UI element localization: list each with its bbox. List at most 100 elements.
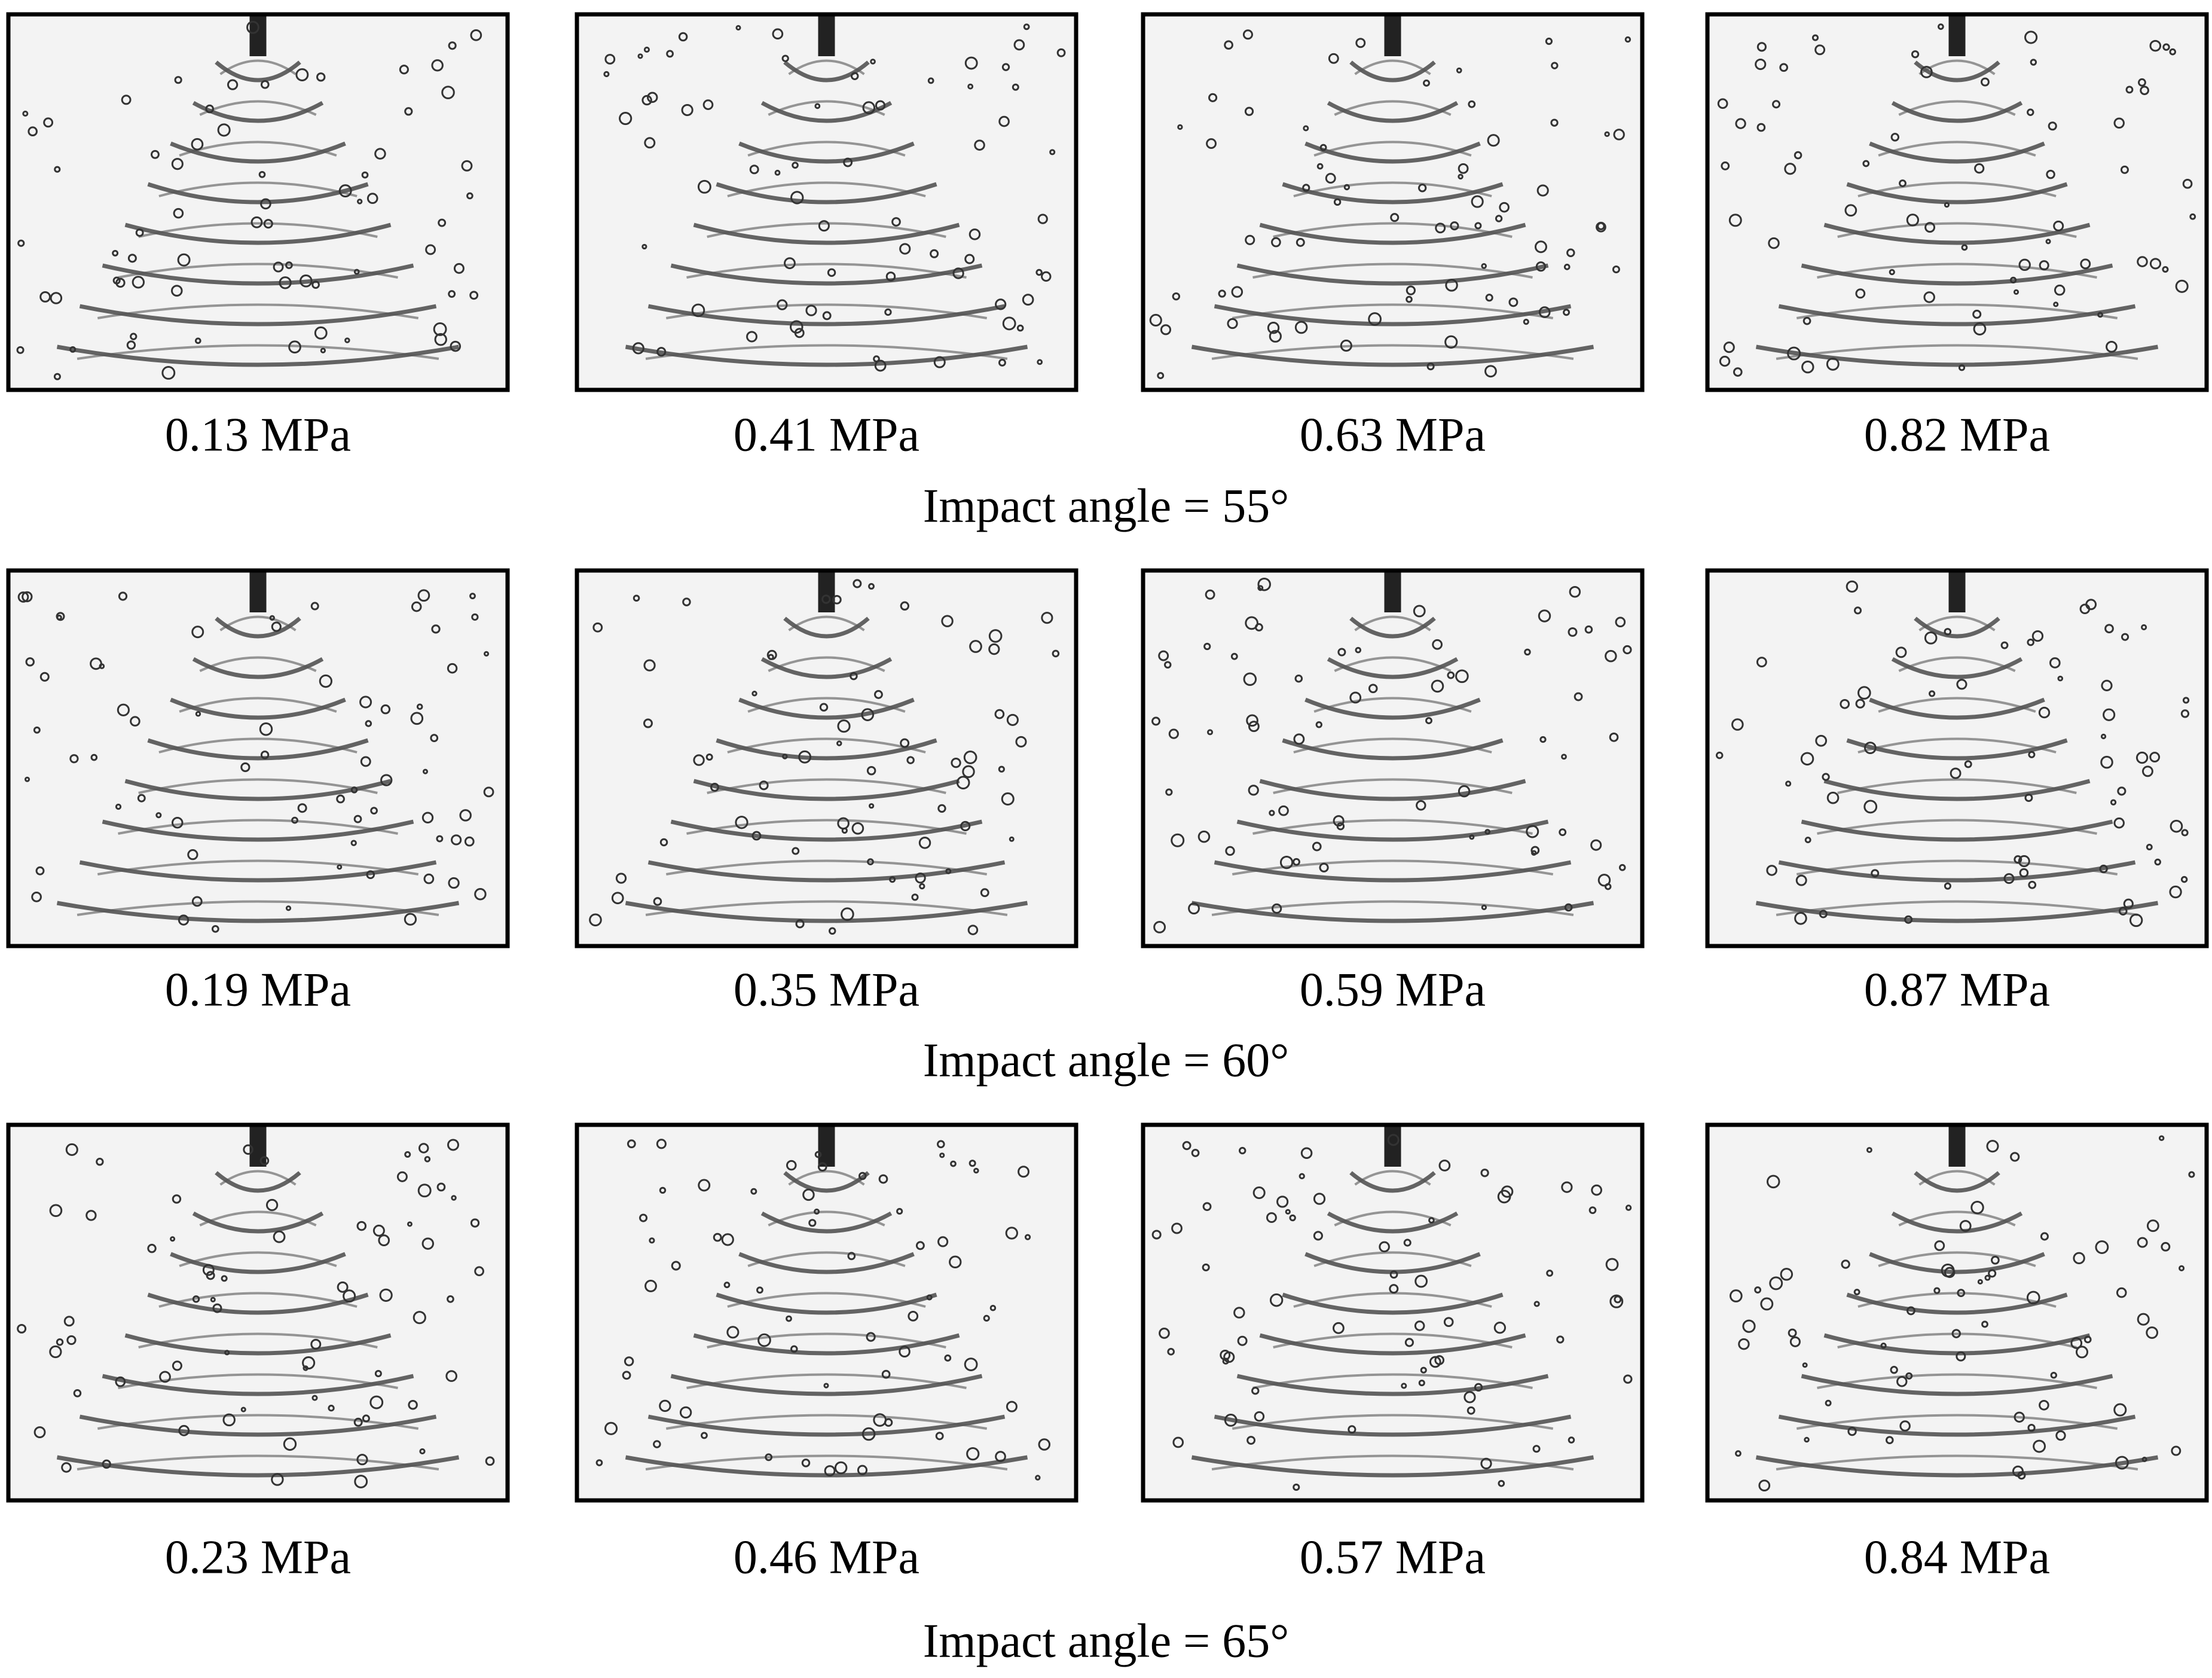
droplet [2019,868,2029,878]
spray-ring [1796,859,2118,875]
droplet [967,925,979,935]
droplet [1569,585,1581,598]
droplet [1890,133,1900,142]
droplet [1227,318,1238,330]
droplet [356,1221,367,1231]
droplet [1302,184,1310,192]
droplet [885,271,896,282]
spray-ring [788,59,865,75]
droplet [1471,195,1484,208]
droplet [1590,839,1602,851]
droplet [873,1413,887,1427]
droplet [177,253,191,267]
droplet [1847,1426,1857,1436]
droplet [1401,1383,1407,1389]
droplet [1024,1234,1031,1240]
droplet [756,1286,763,1294]
droplet [2055,1430,2066,1441]
droplet [1795,874,1807,886]
droplet [1907,1306,1915,1316]
droplet [1468,100,1476,108]
droplet [221,1275,228,1282]
droplet [1769,1276,1783,1290]
droplet [1846,580,1859,593]
droplet [2129,913,2143,928]
droplet [1538,306,1551,318]
droplet [1534,240,1547,254]
droplet [1563,309,1570,316]
droplet [1604,131,1610,138]
spray-ring [1313,1251,1472,1267]
droplet [1151,1229,1162,1240]
droplet [1413,605,1426,618]
droplet [735,25,741,30]
droplet [1049,149,1056,155]
droplet [1455,669,1469,684]
droplet [589,913,602,927]
droplet [2115,1456,2129,1470]
droplet [1233,1307,1245,1319]
droplet [1568,1436,1575,1444]
droplet [1717,98,1728,109]
droplet [1719,355,1731,367]
droplet [1584,625,1593,634]
droplet [1313,1231,1323,1241]
droplet [2073,1252,2085,1265]
spray-ring [1837,222,2077,238]
droplet [1466,1406,1475,1415]
spray-ring [686,263,967,279]
droplet [2024,794,2033,803]
droplet [380,774,393,786]
droplet [1337,648,1346,657]
droplet [269,615,275,621]
droplet [1447,671,1455,679]
droplet [643,718,653,728]
droplet [1715,751,1724,759]
droplet [366,870,375,880]
spray-ring [1918,615,1996,631]
droplet [641,94,652,106]
droplet [1416,800,1426,811]
droplet [919,883,925,890]
spray-ring [1232,303,1554,319]
droplet [1182,1141,1191,1151]
nozzle [1948,570,1966,612]
droplet [746,331,757,343]
droplet [259,1156,270,1166]
spray-ring [1817,819,2097,835]
droplet [962,765,975,779]
spray-ring [645,1454,1008,1470]
droplet [66,1335,77,1346]
droplet [1035,1475,1041,1481]
droplet [115,803,122,810]
droplet [1526,825,1539,838]
droplet [1165,788,1173,796]
droplet [1899,179,1907,187]
droplet [2026,1290,2040,1305]
droplet [1164,661,1172,669]
spray-ring [1236,1374,1549,1396]
droplet [483,786,494,798]
droplet [319,674,333,688]
spray-ring [670,1374,983,1396]
droplet [1458,173,1464,180]
droplet [693,754,705,766]
droplet [17,239,25,247]
droplet [927,77,934,84]
droplet [870,59,876,65]
droplet [1568,627,1578,637]
droplet [337,864,343,870]
droplet [1293,1483,1300,1491]
droplet [2024,30,2038,44]
droplet [772,28,784,40]
droplet [837,719,851,733]
droplet [1768,237,1780,249]
droplet [795,919,805,929]
droplet [937,1236,949,1247]
droplet [945,868,952,874]
droplet [1313,1192,1326,1205]
spray-ring [727,181,926,197]
droplet [1303,125,1309,132]
droplet [1167,1348,1175,1356]
droplet [1245,234,1255,245]
